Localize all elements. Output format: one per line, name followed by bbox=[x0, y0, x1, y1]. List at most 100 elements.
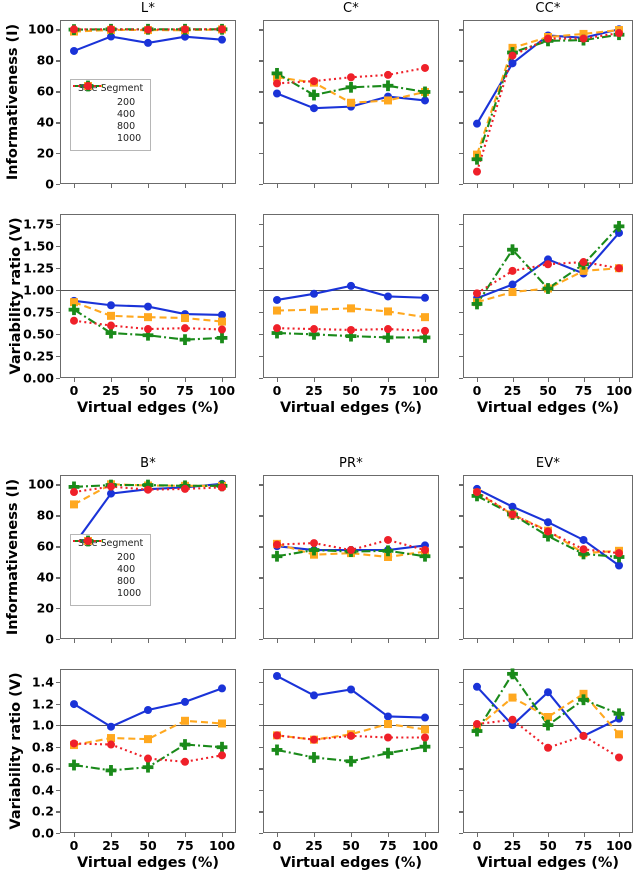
y-tick-mark bbox=[459, 681, 463, 684]
y-tick-mark bbox=[259, 289, 263, 292]
subplot-c-variability: 0 25 50 75 100 Virtual edges (%) bbox=[259, 214, 439, 416]
y-tick-mark bbox=[259, 725, 263, 727]
x-tick-mark bbox=[74, 184, 76, 188]
x-tick-mark bbox=[583, 639, 585, 643]
legend-entry-200[interactable]: 200 bbox=[73, 537, 143, 564]
x-tick-label: 50 bbox=[139, 838, 157, 853]
x-tick-mark bbox=[314, 184, 316, 188]
legend-entry-1000[interactable]: 1000 bbox=[73, 537, 143, 600]
y-tick-mark bbox=[459, 91, 463, 93]
x-tick-mark bbox=[74, 639, 76, 643]
x-tick-label: 100 bbox=[208, 383, 236, 398]
x-tick-mark bbox=[111, 639, 113, 643]
y-tick-mark bbox=[459, 223, 463, 226]
x-tick-mark bbox=[477, 833, 479, 837]
series-layer bbox=[463, 475, 633, 639]
y-tick-label: 100 bbox=[27, 21, 54, 37]
y-tick-mark bbox=[459, 746, 463, 749]
legend-label: 400 bbox=[117, 564, 136, 576]
y-tick-mark bbox=[459, 355, 463, 358]
y-tick-mark bbox=[259, 833, 263, 835]
x-tick-mark bbox=[619, 639, 621, 643]
legend-entry-200[interactable]: 200 bbox=[73, 82, 143, 109]
y-tick-label: 1.25 bbox=[23, 260, 54, 276]
legend-swatch-200 bbox=[73, 537, 112, 564]
x-tick-label: 25 bbox=[102, 383, 120, 398]
y-tick-mark bbox=[56, 153, 60, 155]
legend[interactable]: Size Segment 200 400 800 1000 bbox=[70, 79, 152, 151]
y-tick-mark bbox=[259, 153, 263, 155]
y-tick-mark bbox=[259, 746, 263, 749]
legend-swatch-800 bbox=[73, 80, 112, 133]
axes-frame bbox=[263, 669, 439, 833]
y-tick-mark bbox=[56, 768, 60, 770]
subplot-title: CC* bbox=[535, 1, 561, 16]
x-tick-mark bbox=[185, 833, 187, 837]
y-tick-mark bbox=[459, 378, 463, 380]
y-tick-mark bbox=[459, 153, 463, 155]
series-layer bbox=[60, 20, 236, 184]
y-tick-mark bbox=[259, 223, 263, 226]
y-tick-label: 20 bbox=[36, 600, 54, 616]
axes-frame bbox=[60, 669, 236, 833]
y-tick-label: 0.8 bbox=[31, 739, 54, 755]
y-tick-label: 0 bbox=[45, 631, 54, 647]
series-layer bbox=[60, 214, 236, 378]
legend-entry-800[interactable]: 800 bbox=[73, 535, 143, 588]
x-axis-label: Virtual edges (%) bbox=[476, 855, 620, 871]
y-tick-mark bbox=[56, 833, 60, 835]
x-axis-label: Virtual edges (%) bbox=[279, 400, 423, 416]
subplot-pr-variability: 0 25 50 75 100 Virtual edges (%) bbox=[259, 669, 439, 871]
plot-lines bbox=[271, 63, 431, 113]
y-tick-mark bbox=[459, 267, 463, 270]
y-tick-mark bbox=[459, 122, 463, 124]
y-tick-label: 0.75 bbox=[23, 304, 54, 320]
y-tick-mark bbox=[459, 184, 463, 186]
legend-swatch-1000 bbox=[73, 82, 112, 145]
y-tick-label: 20 bbox=[36, 145, 54, 161]
y-tick-label: 80 bbox=[36, 52, 54, 68]
legend[interactable]: Size Segment 200 400 800 1000 bbox=[70, 534, 152, 606]
y-tick-label: 0.25 bbox=[23, 348, 54, 364]
legend-entry-400[interactable]: 400 bbox=[73, 82, 143, 121]
x-tick-mark bbox=[351, 639, 353, 643]
plot-lines bbox=[68, 479, 228, 549]
legend-entry-400[interactable]: 400 bbox=[73, 537, 143, 576]
subplot-b-variability: 0.0 0.2 0.4 0.6 0.8 1.0 1.2 1.4 0 25 50 75 100 Virtua… bbox=[8, 669, 236, 871]
y-tick-label: 100 bbox=[27, 476, 54, 492]
y-axis-label: Informativeness (I) bbox=[5, 23, 21, 181]
x-tick-mark bbox=[388, 639, 390, 643]
y-tick-mark bbox=[56, 811, 60, 813]
legend-entry-1000[interactable]: 1000 bbox=[73, 82, 143, 145]
x-tick-mark bbox=[425, 833, 427, 837]
x-tick-mark bbox=[619, 184, 621, 188]
y-tick-label: 0 bbox=[45, 176, 54, 192]
x-tick-mark bbox=[148, 184, 150, 188]
y-tick-mark bbox=[56, 725, 60, 727]
legend-swatch-800 bbox=[73, 535, 112, 588]
plot-lines bbox=[471, 25, 625, 176]
y-tick-mark bbox=[56, 122, 60, 124]
subplot-c: C* bbox=[259, 1, 439, 188]
y-tick-mark bbox=[56, 29, 60, 31]
x-tick-mark bbox=[548, 833, 550, 837]
y-tick-label: 40 bbox=[36, 114, 54, 130]
x-tick-label: 0 bbox=[472, 838, 482, 853]
x-tick-mark bbox=[619, 833, 621, 837]
subplot-title: C* bbox=[343, 1, 359, 16]
x-tick-label: 75 bbox=[574, 838, 593, 853]
x-tick-mark bbox=[148, 378, 150, 382]
axes-frame bbox=[60, 214, 236, 378]
y-tick-mark bbox=[259, 608, 263, 610]
y-tick-mark bbox=[259, 29, 263, 31]
legend-label: 1000 bbox=[117, 588, 142, 600]
y-tick-mark bbox=[459, 289, 463, 292]
legend-entry-800[interactable]: 800 bbox=[73, 80, 143, 133]
subplot-title: PR* bbox=[339, 456, 363, 471]
y-tick-mark bbox=[259, 768, 263, 770]
x-tick-mark bbox=[351, 833, 353, 837]
x-tick-mark bbox=[277, 184, 279, 188]
legend-swatch-1000 bbox=[73, 537, 112, 600]
y-tick-mark bbox=[259, 546, 263, 548]
series-layer bbox=[463, 214, 633, 378]
